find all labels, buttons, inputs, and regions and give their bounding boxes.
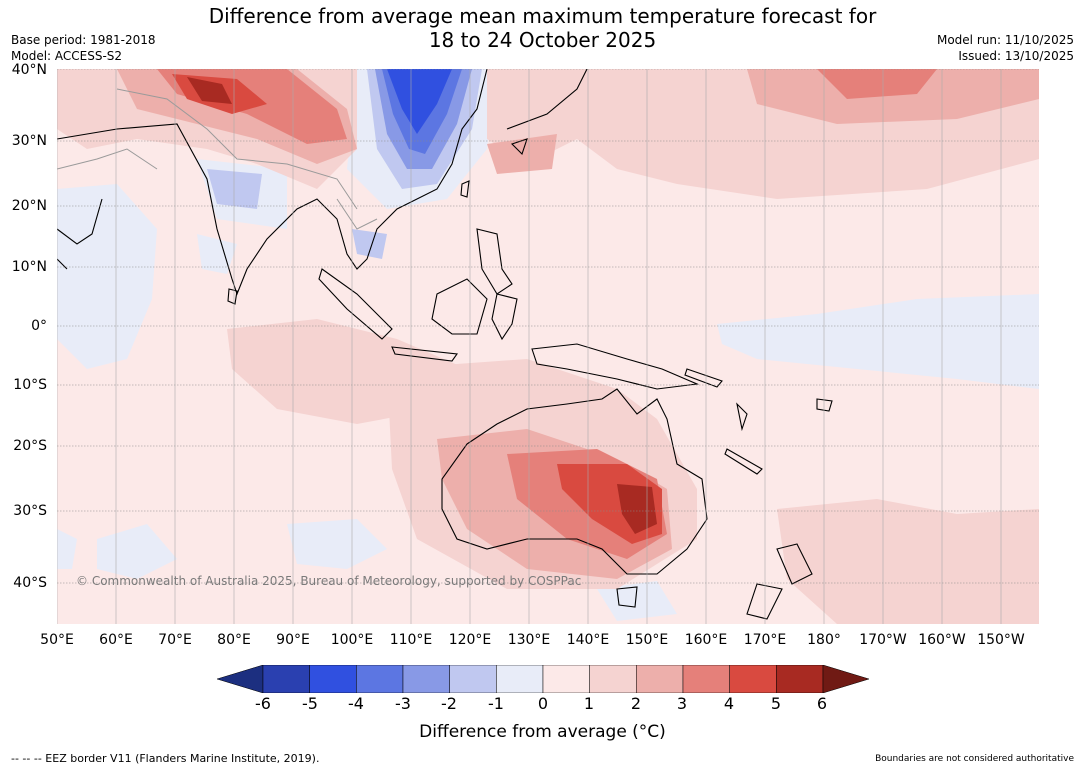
philippines-coast bbox=[476, 228, 513, 295]
model-run: Model run: 11/10/2025 bbox=[936, 33, 1074, 47]
new-guinea-coast bbox=[531, 343, 700, 390]
australia-coast bbox=[441, 388, 708, 575]
lon-label: 160°W bbox=[918, 632, 966, 648]
copyright-notice: © Commonwealth of Australia 2025, Bureau… bbox=[76, 574, 582, 588]
japan-coast bbox=[506, 68, 588, 156]
lon-label: 170°W bbox=[859, 632, 907, 648]
colorbar-bin bbox=[262, 664, 310, 694]
colorbar-bin bbox=[776, 664, 824, 694]
lon-label: 130°E bbox=[507, 632, 551, 648]
colorbar-tick-label: 0 bbox=[537, 694, 549, 713]
colorbar-bin bbox=[309, 664, 357, 694]
lat-label: 10°S bbox=[13, 377, 47, 393]
colorbar-bin bbox=[402, 664, 450, 694]
lat-label: 30°N bbox=[11, 133, 47, 149]
colorbar-title: Difference from average (°C) bbox=[419, 722, 666, 742]
issued-date: Issued: 13/10/2025 bbox=[958, 49, 1074, 63]
lat-label: 20°S bbox=[13, 438, 47, 454]
meridians bbox=[56, 69, 1002, 624]
vanuatu-coast bbox=[736, 402, 748, 432]
lon-label: 160°E bbox=[684, 632, 728, 648]
colorbar-bin bbox=[589, 664, 637, 694]
colorbar-tick-label: 1 bbox=[583, 694, 595, 713]
colorbar-bin bbox=[449, 664, 497, 694]
chart-title: Difference from average mean maximum tem… bbox=[0, 4, 1085, 52]
meta-left: Base period: 1981-2018 Model: ACCESS-S2 bbox=[11, 32, 156, 64]
colorbar-tick-label: -1 bbox=[488, 694, 504, 713]
colorbar-tick-label: 5 bbox=[770, 694, 782, 713]
colorbar-bin bbox=[356, 664, 404, 694]
lat-label: 10°N bbox=[11, 259, 47, 275]
lon-label: 50°E bbox=[40, 632, 74, 648]
colorbar-over-arrow bbox=[822, 664, 870, 694]
colorbar bbox=[216, 664, 870, 694]
colorbar-svg bbox=[216, 664, 870, 694]
eez-note: -- -- -- EEZ border V11 (Flanders Marine… bbox=[11, 752, 320, 765]
colorbar-tick-label: -5 bbox=[302, 694, 318, 713]
solomon-coast bbox=[684, 368, 723, 388]
java-coast bbox=[391, 346, 458, 362]
lon-label: 100°E bbox=[330, 632, 374, 648]
lat-label: 40°N bbox=[11, 62, 47, 78]
new-caledonia-coast bbox=[724, 448, 763, 475]
base-period: Base period: 1981-2018 bbox=[11, 33, 156, 47]
colorbar-tick-label: 3 bbox=[676, 694, 688, 713]
colorbar-tick-label: -6 bbox=[255, 694, 271, 713]
sumatra-coast bbox=[318, 268, 393, 340]
colorbar-bin bbox=[636, 664, 684, 694]
sri-lanka-coast bbox=[227, 288, 238, 305]
colorbar-tick-label: 4 bbox=[723, 694, 735, 713]
model-name: Model: ACCESS-S2 bbox=[11, 49, 123, 63]
fiji-coast bbox=[816, 398, 833, 412]
lon-label: 180° bbox=[807, 632, 841, 648]
lon-label: 60°E bbox=[99, 632, 133, 648]
lon-label: 120°E bbox=[448, 632, 492, 648]
colorbar-tick-label: -4 bbox=[348, 694, 364, 713]
lat-label: 40°S bbox=[13, 575, 47, 591]
asia-coast bbox=[56, 68, 488, 296]
lon-label: 70°E bbox=[158, 632, 192, 648]
colorbar-tick-label: -2 bbox=[441, 694, 457, 713]
lon-label: 110°E bbox=[389, 632, 433, 648]
lon-label: 170°E bbox=[743, 632, 787, 648]
anomaly-map bbox=[56, 68, 1039, 624]
title-line-1: Difference from average mean maximum tem… bbox=[208, 4, 877, 28]
meta-right: Model run: 11/10/2025 Issued: 13/10/2025 bbox=[937, 32, 1074, 64]
colorbar-bin bbox=[496, 664, 544, 694]
lon-label: 150°W bbox=[977, 632, 1025, 648]
boundaries-disclaimer: Boundaries are not considered authoritat… bbox=[875, 754, 1074, 764]
borneo-coast bbox=[431, 278, 488, 335]
new-zealand-coast bbox=[746, 543, 813, 620]
country-borders bbox=[56, 88, 378, 230]
title-line-2: 18 to 24 October 2025 bbox=[428, 28, 657, 52]
colorbar-tick-label: 2 bbox=[630, 694, 642, 713]
colorbar-tick-label: -3 bbox=[395, 694, 411, 713]
colorbar-bin bbox=[682, 664, 730, 694]
lat-label: 30°S bbox=[13, 503, 47, 519]
lon-label: 150°E bbox=[625, 632, 669, 648]
colorbar-bins bbox=[262, 664, 824, 694]
negative-anomaly-core bbox=[207, 69, 482, 259]
sulawesi-coast bbox=[491, 293, 518, 341]
lat-label: 20°N bbox=[11, 198, 47, 214]
colorbar-bin bbox=[729, 664, 777, 694]
lon-label: 90°E bbox=[276, 632, 310, 648]
taiwan-coast bbox=[460, 180, 470, 198]
coastlines bbox=[56, 68, 833, 620]
colorbar-tick-label: 6 bbox=[816, 694, 828, 713]
arabia-coast bbox=[56, 198, 103, 270]
tasmania-coast bbox=[616, 586, 638, 608]
map-svg bbox=[56, 68, 1039, 624]
colorbar-bin bbox=[542, 664, 590, 694]
lon-label: 140°E bbox=[566, 632, 610, 648]
colorbar-under-arrow bbox=[216, 664, 264, 694]
lon-label: 80°E bbox=[217, 632, 251, 648]
lat-label: 0° bbox=[31, 318, 47, 334]
